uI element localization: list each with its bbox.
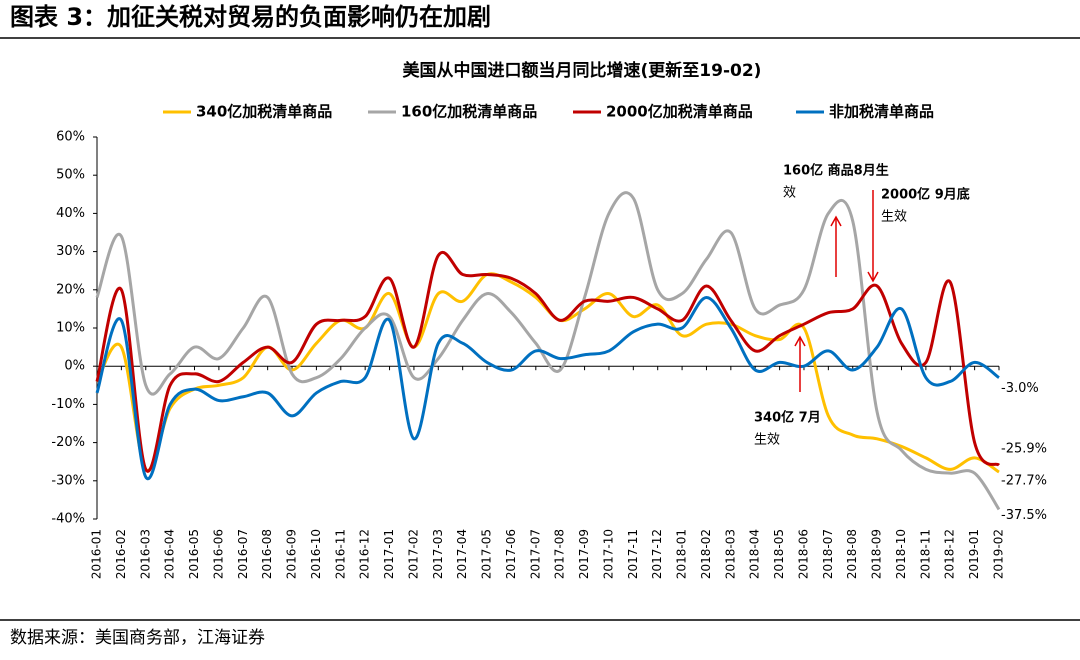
x-tick-label: 2016-08 (260, 529, 274, 579)
x-tick-label: 2016-11 (333, 529, 347, 579)
annotation: 2000亿 9月底 (881, 187, 970, 203)
series-line (95, 295, 1000, 481)
y-tick-label: 40% (56, 206, 85, 221)
x-tick-label: 2018-05 (772, 529, 786, 579)
y-tick-label: -40% (51, 512, 85, 527)
legend-label: 非加税清单商品 (829, 103, 934, 121)
annotation: 160亿 商品8月生 (783, 163, 889, 179)
x-tick-label: 2016-12 (358, 529, 372, 579)
series-line (95, 251, 1001, 473)
x-tick-label: 2018-06 (796, 529, 810, 579)
x-tick-label: 2016-04 (163, 529, 177, 579)
data-label: -27.7% (1001, 474, 1047, 489)
page-title: 图表 3：加征关税对贸易的负面影响仍在加剧 (10, 3, 491, 31)
legend-label: 160亿加税清单商品 (401, 103, 537, 121)
x-tick-label: 2018-11 (918, 529, 932, 579)
chart-title: 美国从中国进口额当月同比增速(更新至19-02) (403, 60, 762, 81)
x-tick-label: 2017-08 (553, 529, 567, 579)
y-tick-label: 0% (64, 359, 85, 374)
x-tick-label: 2018-10 (894, 529, 908, 579)
series-line (95, 191, 1001, 511)
y-tick-label: -20% (51, 435, 85, 450)
x-tick-label: 2016-01 (90, 529, 104, 579)
annotation: 340亿 7月 (754, 410, 821, 426)
x-tick-label: 2016-06 (211, 529, 225, 579)
x-tick-label: 2017-06 (504, 529, 518, 579)
y-tick-label: 30% (56, 244, 85, 259)
y-tick-label: 20% (56, 282, 85, 297)
x-tick-label: 2016-09 (285, 529, 299, 579)
source-note: 数据来源：美国商务部，江海证券 (10, 628, 265, 648)
data-label: -25.9% (1001, 442, 1047, 457)
y-tick-label: 10% (56, 321, 85, 336)
x-tick-label: 2019-01 (967, 529, 981, 579)
annotation: 效 (783, 186, 796, 201)
y-tick-label: 60% (56, 130, 85, 145)
y-tick-label: -30% (51, 473, 85, 488)
annotation-arrows (794, 190, 879, 392)
y-tick-label: -10% (51, 397, 85, 412)
x-tick-label: 2018-09 (870, 529, 884, 579)
x-tick-label: 2016-03 (138, 529, 152, 579)
x-tick-label: 2018-12 (943, 529, 957, 579)
x-tick-label: 2017-10 (601, 529, 615, 579)
x-tick-label: 2016-02 (114, 529, 128, 579)
arrow-head (794, 335, 806, 347)
x-tick-label: 2018-07 (821, 529, 835, 579)
x-tick-label: 2018-03 (723, 529, 737, 579)
arrow-head (830, 215, 842, 227)
arrow-head (867, 271, 879, 283)
x-tick-label: 2017-07 (528, 529, 542, 579)
legend-label: 340亿加税清单商品 (196, 103, 332, 121)
annotation: 生效 (881, 210, 907, 225)
x-tick-label: 2018-08 (845, 529, 859, 579)
y-tick-label: 50% (56, 168, 85, 183)
legend-label: 2000亿加税清单商品 (606, 103, 753, 121)
x-tick-label: 2016-07 (236, 529, 250, 579)
x-tick-label: 2017-03 (431, 529, 445, 579)
data-label: -37.5% (1001, 508, 1047, 523)
x-tick-label: 2017-04 (455, 529, 469, 579)
x-tick-label: 2016-10 (309, 529, 323, 579)
x-tick-label: 2017-01 (382, 529, 396, 579)
x-tick-label: 2017-02 (406, 529, 420, 579)
x-tick-label: 2016-05 (187, 529, 201, 579)
series-line (95, 272, 1000, 474)
x-tick-label: 2018-01 (675, 529, 689, 579)
x-tick-label: 2017-11 (626, 529, 640, 579)
data-label: -3.0% (1001, 381, 1039, 396)
x-tick-label: 2017-09 (577, 529, 591, 579)
x-tick-label: 2018-02 (699, 529, 713, 579)
x-tick-label: 2018-04 (748, 529, 762, 579)
x-tick-label: 2017-05 (480, 529, 494, 579)
x-tick-label: 2017-12 (650, 529, 664, 579)
x-tick-label: 2019-02 (992, 529, 1006, 579)
annotation: 生效 (754, 433, 780, 448)
